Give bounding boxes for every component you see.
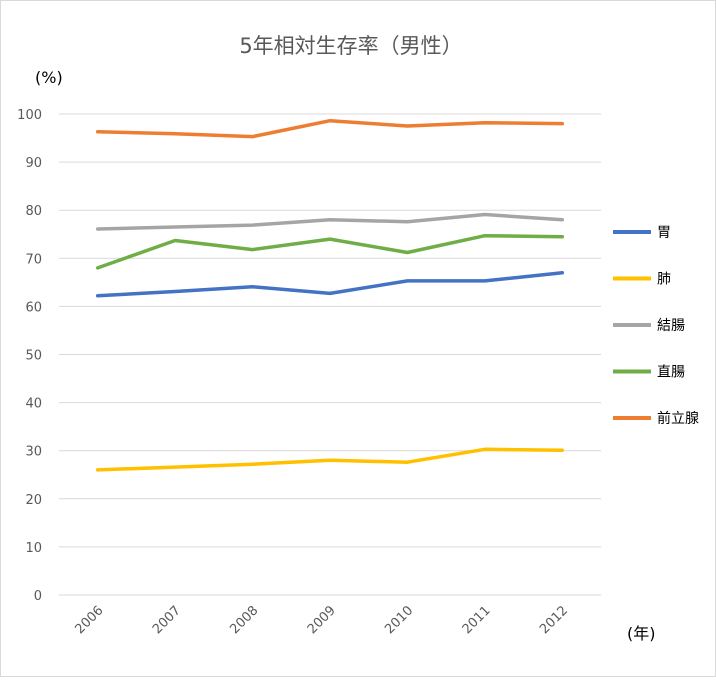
y-tick-label: 80: [25, 204, 42, 219]
y-tick-label: 60: [25, 300, 42, 315]
x-tick-label: 2012: [537, 603, 571, 637]
x-tick-label: 2008: [227, 603, 261, 637]
x-tick-label: 2010: [382, 603, 416, 637]
y-axis-tick-labels: 0 10 20 30 40 50 60 70 80 90 100: [17, 108, 42, 604]
y-tick-label: 50: [25, 349, 42, 364]
legend-label: 直腸: [657, 364, 685, 381]
gridlines: [59, 113, 601, 596]
y-axis-unit-label: (%): [35, 68, 63, 87]
x-axis-tick-labels: 2006 2007 2008 2009 2010 2011 2012: [73, 603, 572, 637]
legend-label: 前立腺: [657, 410, 699, 427]
y-tick-label: 10: [25, 541, 42, 556]
series-line: [95, 447, 565, 472]
y-tick-label: 100: [17, 108, 42, 123]
chart-title: 5年相対生存率（男性）: [239, 34, 462, 58]
x-tick-label: 2007: [150, 603, 184, 637]
y-tick-label: 30: [25, 445, 42, 460]
legend-label: 結腸: [657, 318, 685, 334]
x-tick-label: 2009: [305, 603, 339, 637]
legend-label: 肺: [657, 272, 671, 288]
series-line: [95, 270, 565, 298]
x-tick-label: 2006: [73, 603, 107, 637]
y-tick-label: 20: [25, 493, 42, 508]
y-tick-label: 0: [34, 589, 42, 604]
series-line: [95, 233, 565, 270]
y-tick-label: 40: [25, 397, 42, 412]
x-tick-label: 2011: [460, 603, 494, 637]
series-lines: [95, 118, 565, 472]
series-line: [95, 118, 565, 139]
series-line: [95, 212, 565, 231]
x-axis-unit-label: (年): [627, 624, 656, 643]
y-tick-label: 70: [25, 252, 42, 267]
legend-label: 胃: [657, 225, 671, 241]
y-tick-label: 90: [25, 156, 42, 171]
